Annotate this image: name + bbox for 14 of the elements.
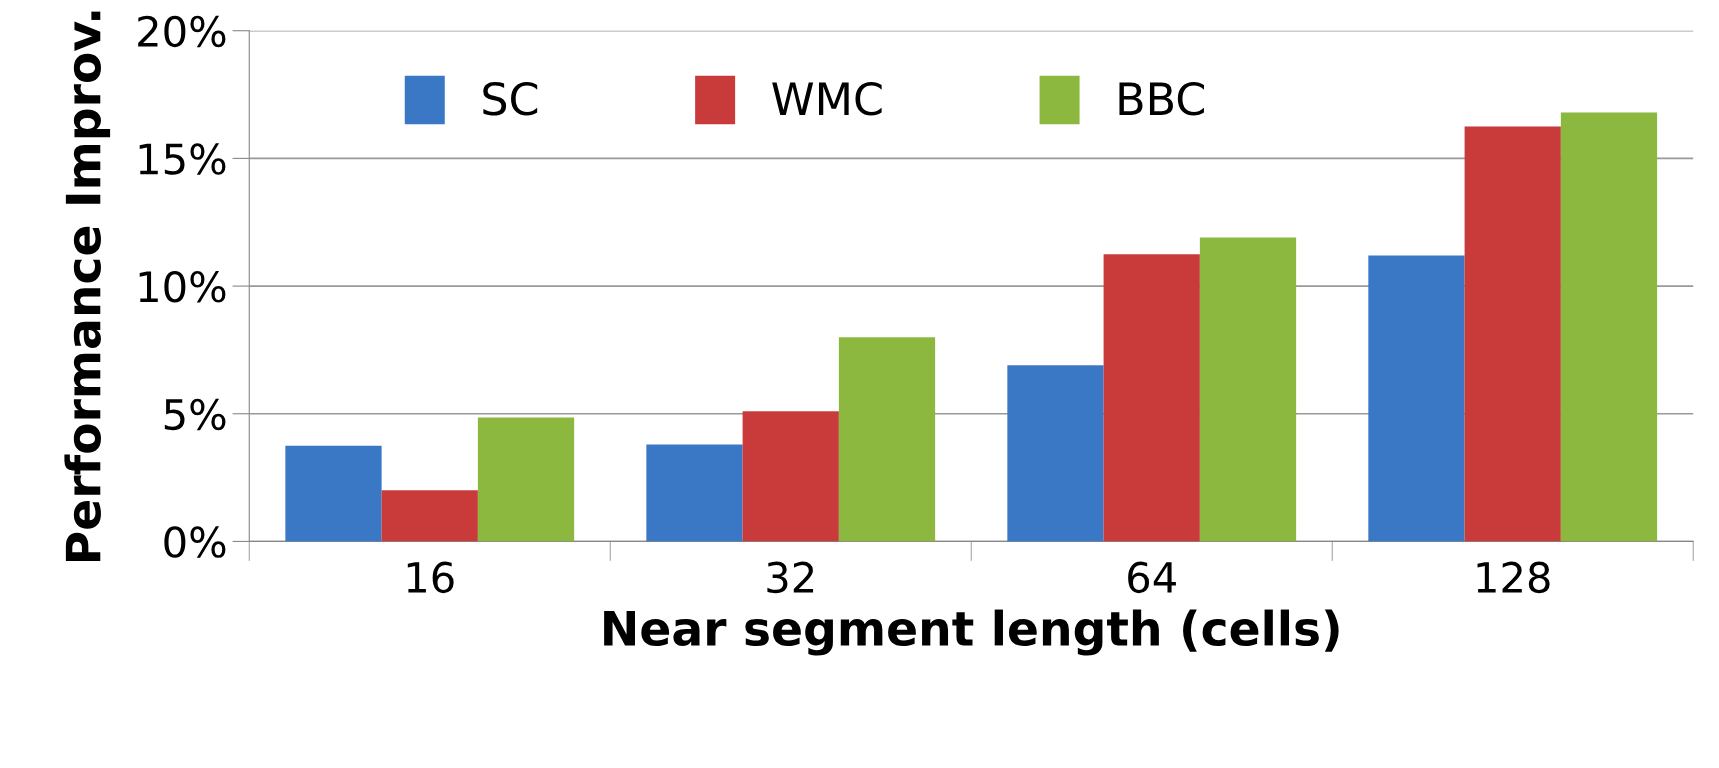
x-axis-title: Near segment length (cells) xyxy=(604,609,1339,656)
y-axis-title: Performance Improv. xyxy=(64,11,111,562)
y-tick-label: 20% xyxy=(138,15,226,48)
legend-label: BBC xyxy=(1119,81,1204,116)
y-tick-label: 10% xyxy=(139,270,226,303)
legend-label: SC xyxy=(483,81,538,116)
x-tick-label: 128 xyxy=(1477,561,1550,594)
x-tick-label: 32 xyxy=(767,561,814,594)
legend-label: WMC xyxy=(772,81,882,116)
y-tick-label: 5% xyxy=(164,398,226,431)
x-tick-label: 16 xyxy=(407,561,454,594)
y-tick-label: 15% xyxy=(139,143,226,175)
x-tick-label: 64 xyxy=(1128,561,1176,594)
y-tick-label: 0% xyxy=(164,526,226,558)
